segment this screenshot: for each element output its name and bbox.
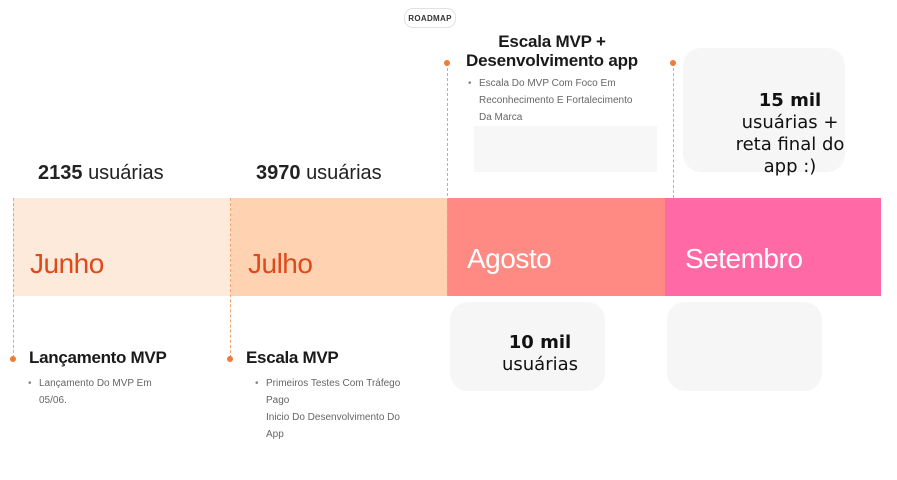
card-setembro-line1: usuárias + [741,112,839,133]
bullet-item: Escala Do MVP Com Foco Em [462,75,662,92]
card-setembro [683,48,845,172]
bullet-item: Inicio Do Desenvolvimento Do [266,412,400,423]
roadmap-tag: ROADMAP [404,8,456,28]
card-setembro-line3: app :) [763,156,817,177]
connector-agosto [447,63,448,296]
card-agosto-number: 10 mil [508,332,572,353]
count-julho: 3970 usuárias [256,162,382,185]
milestone-julho-bullets: Primeiros Testes Com Tráfego Pago Inicio… [249,375,439,443]
bullet-item: Pago [266,395,290,406]
month-label-junho: Junho [30,248,104,279]
placeholder-box [474,126,657,172]
milestone-agosto-title: Escala MVP + Desenvolvimento app [449,32,655,70]
month-band-julho: Julho [231,198,447,296]
card-setembro-number: 15 mil [758,90,822,111]
count-julho-number: 3970 [256,162,301,184]
milestone-agosto-bullets: Escala Do MVP Com Foco Em Reconhecimento… [462,75,662,126]
bullet-item: Lançamento Do MVP Em [22,375,212,392]
card-agosto [450,302,605,391]
count-junho: 2135 usuárias [38,162,164,185]
milestone-junho-bullets: Lançamento Do MVP Em 05/06. [22,375,212,409]
count-junho-unit: usuárias [88,162,164,184]
card-setembro-empty [667,302,822,391]
card-setembro-text: 15 mil usuárias + reta final do app :) [710,90,870,178]
timeline-dot-agosto [444,60,450,66]
bullet-item: Primeiros Testes Com Tráfego [249,375,439,392]
connector-julho [230,198,231,358]
milestone-agosto-title-line2: Desenvolvimento app [466,51,638,70]
card-agosto-text: 10 mil usuárias [470,332,610,376]
milestone-junho-title: Lançamento MVP [29,348,167,367]
month-label-agosto: Agosto [467,243,552,274]
bullet-item: Da Marca [479,112,523,123]
timeline-dot-junho [10,356,16,362]
bullet-item: 05/06. [39,395,67,406]
month-band-setembro: Setembro [665,198,881,296]
milestone-agosto-title-line1: Escala MVP + [498,32,606,51]
bullet-item: Reconhecimento E Fortalecimento [479,95,633,106]
timeline-dot-setembro [670,60,676,66]
connector-setembro [673,63,674,198]
count-julho-unit: usuárias [306,162,382,184]
milestone-julho-title: Escala MVP [246,348,339,367]
card-agosto-unit: usuárias [501,354,579,375]
timeline-dot-julho [227,356,233,362]
month-band-junho: Junho [13,198,231,296]
month-band-agosto: Agosto [447,198,665,296]
month-label-julho: Julho [248,248,313,279]
card-setembro-line2: reta final do [735,134,845,155]
bullet-item: App [266,429,284,440]
count-junho-number: 2135 [38,162,83,184]
month-label-setembro: Setembro [685,243,803,274]
connector-junho [13,198,14,358]
